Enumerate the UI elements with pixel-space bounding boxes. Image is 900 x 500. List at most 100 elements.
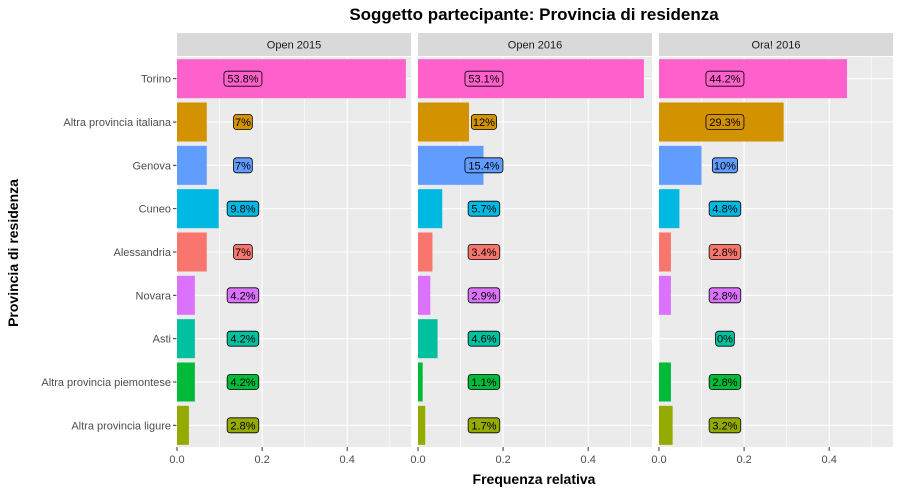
- x-tick-label: 0.0: [169, 454, 184, 466]
- data-label-box: [708, 374, 742, 390]
- bar-altra-provincia-piemontese: [418, 362, 423, 402]
- bar-cuneo: [418, 189, 443, 229]
- data-label-box: [226, 374, 260, 390]
- data-label-box: [464, 70, 504, 87]
- panel-ora-2016: Ora! 2016 44.2% 29.3% 10% 4.8% 2.8% 2.8% 0% 2.8%…: [651, 33, 893, 466]
- bar-cuneo: [177, 189, 219, 229]
- data-label-cuneo: 5.7%: [471, 204, 496, 216]
- data-label-box: [711, 157, 738, 174]
- y-tick-label-genova: Genova: [132, 160, 171, 172]
- bar-novara: [177, 275, 195, 315]
- data-label-cuneo: 4.8%: [712, 204, 737, 216]
- data-label-box: [467, 244, 501, 260]
- data-label-box: [233, 157, 253, 174]
- bar-altra-provincia-ligure: [659, 405, 673, 445]
- data-label-box: [233, 114, 253, 130]
- data-label-box: [705, 70, 745, 87]
- bar-altra-provincia-piemontese: [177, 362, 195, 402]
- data-label-box: [715, 330, 735, 347]
- x-tick-label: 0.0: [651, 454, 666, 466]
- x-tick-label: 0.4: [822, 454, 837, 466]
- data-label-box: [467, 330, 501, 347]
- data-label-box: [233, 244, 253, 260]
- data-label-box: [467, 417, 501, 434]
- data-label-box: [467, 374, 501, 390]
- data-label-box: [226, 287, 260, 304]
- data-label-box: [467, 200, 501, 217]
- y-tick-label-asti: Asti: [153, 334, 171, 346]
- data-label-genova: 10%: [714, 160, 736, 172]
- bar-novara: [418, 275, 431, 315]
- facet-strip-label: Open 2016: [508, 40, 562, 52]
- data-label-box: [467, 287, 501, 304]
- bar-alessandria: [177, 232, 207, 272]
- data-label-altra-provincia-piemontese: 2.8%: [712, 377, 737, 389]
- data-label-box: [464, 157, 504, 174]
- x-tick-label: 0.4: [340, 454, 355, 466]
- facet-strip: [177, 33, 411, 56]
- data-label-asti: 4.6%: [471, 334, 496, 346]
- bar-altra-provincia-italiana: [177, 102, 207, 142]
- facet-strip-label: Open 2015: [267, 40, 321, 52]
- panel-open-2015: Open 2015 53.8% 7% 7% 9.8% 7% 4.2% 4.2% 4.2% 2.8%…: [169, 33, 411, 466]
- bar-torino: [659, 59, 848, 99]
- data-label-box: [223, 70, 263, 87]
- facet-strip: [418, 33, 652, 56]
- data-label-novara: 2.8%: [712, 290, 737, 302]
- bar-altra-provincia-ligure: [177, 405, 189, 445]
- bar-genova: [659, 145, 702, 185]
- x-tick-label: 0.4: [581, 454, 596, 466]
- data-label-novara: 4.2%: [230, 290, 255, 302]
- data-label-genova: 7%: [235, 160, 251, 172]
- y-tick-label-cuneo: Cuneo: [139, 204, 171, 216]
- bar-altra-provincia-piemontese: [659, 362, 671, 402]
- y-tick-label-alessandria: Alessandria: [114, 247, 172, 259]
- data-label-alessandria: 7%: [235, 247, 251, 259]
- y-axis-label: Provincia di residenza: [5, 179, 21, 327]
- plot-layer: Torino Altra provincia italiana Genova Cune…: [41, 33, 893, 466]
- y-tick-label-altra-provincia-italiana: Altra provincia italiana: [63, 117, 171, 129]
- x-tick-label: 0.0: [410, 454, 425, 466]
- bar-novara: [659, 275, 671, 315]
- bar-alessandria: [418, 232, 433, 272]
- x-axis-label: Frequenza relativa: [473, 471, 596, 487]
- data-label-torino: 53.8%: [227, 74, 258, 86]
- data-label-torino: 53.1%: [468, 74, 499, 86]
- data-label-alessandria: 3.4%: [471, 247, 496, 259]
- bar-altra-provincia-ligure: [418, 405, 426, 445]
- x-tick-label: 0.2: [495, 454, 510, 466]
- facet-strip: [659, 33, 893, 56]
- data-label-asti: 4.2%: [230, 334, 255, 346]
- data-label-altra-provincia-italiana: 12%: [473, 117, 495, 129]
- y-tick-label-altra-provincia-piemontese: Altra provincia piemontese: [41, 377, 171, 389]
- data-label-altra-provincia-ligure: 2.8%: [230, 420, 255, 432]
- data-label-box: [226, 330, 260, 347]
- data-label-box: [705, 114, 745, 130]
- data-label-asti: 0%: [717, 334, 733, 346]
- y-tick-label-novara: Novara: [136, 290, 172, 302]
- data-label-altra-provincia-ligure: 1.7%: [471, 420, 496, 432]
- bar-altra-provincia-italiana: [418, 102, 470, 142]
- panel-open-2016: Open 2016 53.1% 12% 15.4% 5.7% 3.4% 2.9% 4.6% 1.…: [410, 33, 652, 466]
- data-label-box: [708, 417, 742, 434]
- bar-genova: [177, 145, 207, 185]
- facet-strip-label: Ora! 2016: [752, 40, 801, 52]
- data-label-box: [708, 244, 742, 260]
- y-tick-label-torino: Torino: [141, 74, 171, 86]
- data-label-altra-provincia-piemontese: 4.2%: [230, 377, 255, 389]
- y-tick-label-altra-provincia-ligure: Altra provincia ligure: [71, 420, 171, 432]
- chart-title: Soggetto partecipante: Provincia di resi…: [349, 5, 719, 24]
- bar-asti: [418, 319, 438, 359]
- data-label-cuneo: 9.8%: [230, 204, 255, 216]
- bar-alessandria: [659, 232, 671, 272]
- data-label-altra-provincia-italiana: 29.3%: [709, 117, 740, 129]
- data-label-box: [226, 200, 260, 217]
- data-label-torino: 44.2%: [709, 74, 740, 86]
- data-label-altra-provincia-italiana: 7%: [235, 117, 251, 129]
- data-label-genova: 15.4%: [468, 160, 499, 172]
- bar-cuneo: [659, 189, 680, 229]
- data-label-alessandria: 2.8%: [712, 247, 737, 259]
- data-label-box: [708, 287, 742, 304]
